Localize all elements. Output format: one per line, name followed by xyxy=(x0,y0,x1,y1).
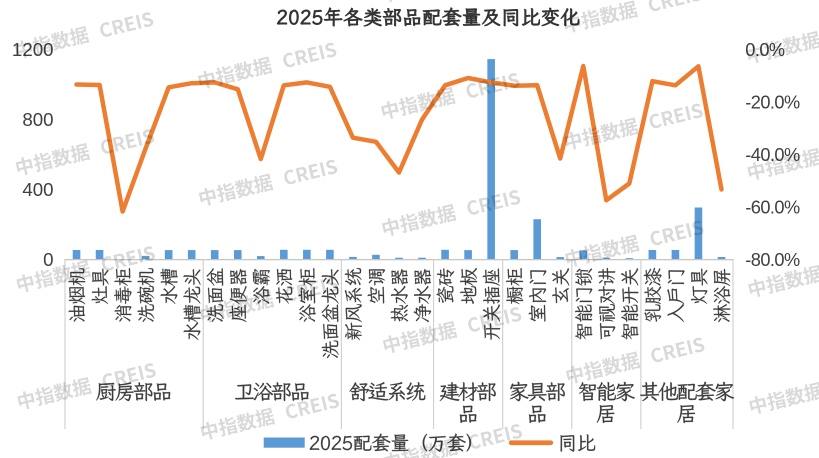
svg-text:400: 400 xyxy=(22,179,53,200)
svg-text:-80.0%: -80.0% xyxy=(745,250,800,270)
svg-text:-60.0%: -60.0% xyxy=(745,198,800,218)
svg-text:800: 800 xyxy=(22,109,53,130)
svg-text:-20.0%: -20.0% xyxy=(745,93,800,113)
svg-text:0: 0 xyxy=(43,249,53,270)
